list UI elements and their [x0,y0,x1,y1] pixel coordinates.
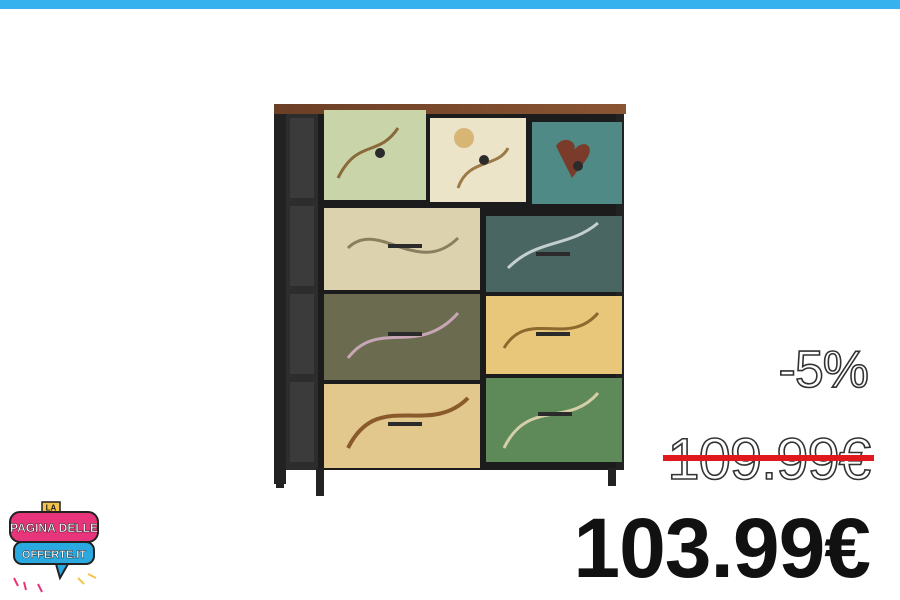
logo-text-pagina: PAGINA DELLE [10,521,98,535]
drawer-left-4 [324,384,480,468]
sale-price: 103.99€ [573,501,871,595]
original-price: 109.99€ [663,426,874,493]
drawer-left-2 [324,208,480,290]
drawer-top-middle [430,118,526,202]
dresser-top [274,104,626,114]
drawer-top-right [532,122,622,204]
product-image [274,104,626,496]
logo-text-la: LA [46,504,57,513]
discount-badge: -5% [778,340,870,400]
brand-logo: LA PAGINA DELLE OFFERTE.IT [9,501,99,593]
drawer-right-4 [486,378,622,462]
strikethrough-line [663,455,874,461]
drawer-right-3 [486,296,622,374]
drawer-top-left [324,110,426,200]
logo-text-offerte: OFFERTE.IT [22,549,86,561]
drawer-right-2 [486,216,622,292]
drawer-left-3 [324,294,480,380]
top-accent-bar [0,0,900,9]
